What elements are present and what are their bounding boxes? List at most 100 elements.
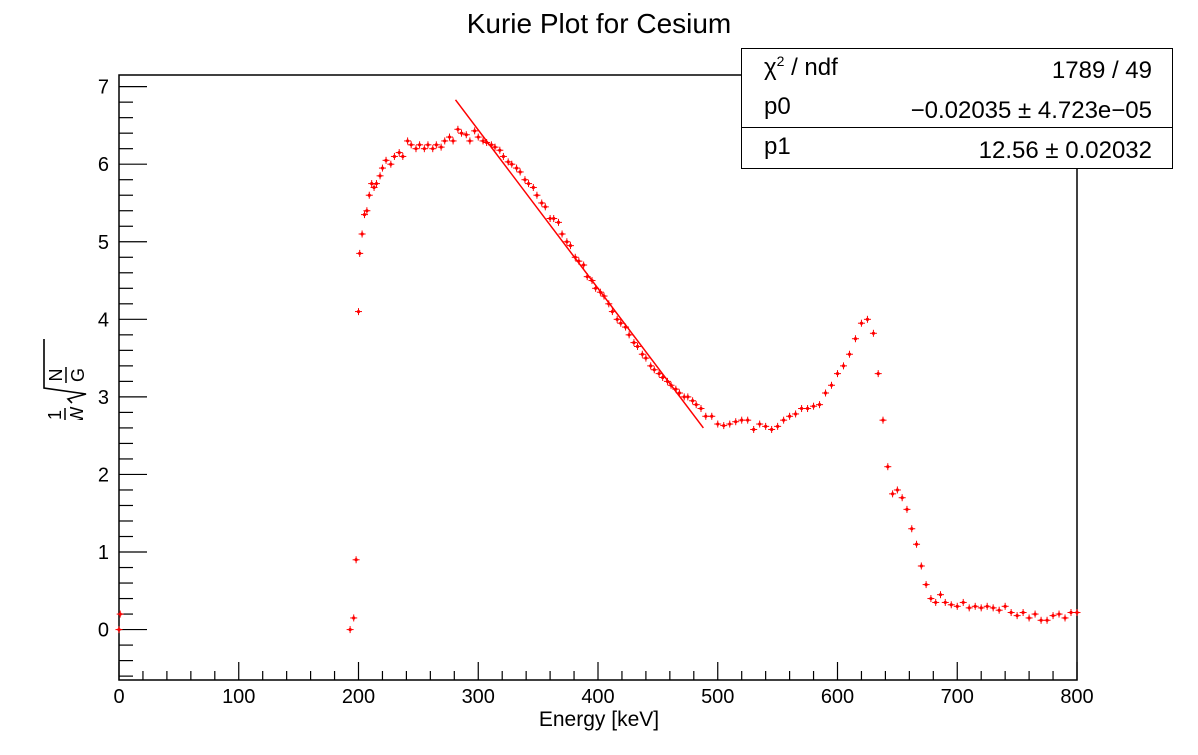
data-point [533,191,541,199]
data-point [903,505,911,513]
data-point [416,141,424,149]
data-point [774,422,782,430]
data-point [474,133,482,141]
data-point [893,486,901,494]
data-point [1025,614,1033,622]
data-point [692,401,700,409]
data-point [642,354,650,362]
y-tick-label: 0 [98,620,109,642]
data-point [995,606,1003,614]
data-point [613,315,621,323]
data-point [462,131,470,139]
x-tick-label: 0 [113,686,124,708]
data-point [863,315,871,323]
fit-line [454,99,704,429]
data-point [1019,609,1027,617]
data-point [1013,612,1021,620]
data-point [479,137,487,145]
y-axis-label: 1 W N G [30,330,120,424]
data-point [898,494,906,502]
data-point [554,218,562,226]
stats-label-p1: p1 [764,133,791,160]
data-point [953,602,961,610]
data-point [744,416,752,424]
data-point [437,143,445,151]
data-point [941,598,949,606]
data-point [634,342,642,350]
data-point [874,370,882,378]
data-point [350,614,358,622]
data-point [420,145,428,153]
data-point [382,156,390,164]
data-point [372,180,380,188]
data-point [457,129,465,137]
data-point [399,152,407,160]
data-point [617,319,625,327]
data-point [513,164,521,172]
x-tick-label: 100 [222,686,255,708]
y-tick-label: 2 [98,464,109,486]
data-point [869,329,877,337]
data-point [726,420,734,428]
data-point [638,350,646,358]
data-point [630,339,638,347]
stats-label-chi2: χ2 / ndf [764,53,838,81]
data-point [355,308,362,316]
data-point [845,350,853,358]
data-point [516,168,524,176]
data-point [977,604,985,612]
data-point [768,425,776,433]
y-label-den1: W [67,407,87,421]
y-tick-label: 5 [98,232,109,254]
stats-label-p0: p0 [764,93,791,120]
data-point [798,405,806,413]
data-point [756,420,764,428]
data-point [390,152,398,160]
x-tick-label: 700 [941,686,974,708]
data-point [714,420,722,428]
stats-value-p1: 12.56 ± 0.02032 [978,137,1152,164]
data-point [466,137,474,145]
data-point [932,598,940,606]
stats-divider [742,127,1172,128]
stats-row-p0: p0 −0.02035 ± 4.723e−05 [742,89,1172,129]
x-tick-label: 800 [1060,686,1093,708]
data-point [702,412,710,420]
data-point [738,416,746,424]
data-point [851,335,859,343]
data-point [750,425,758,433]
data-point [786,412,794,420]
stats-value-p0: −0.02035 ± 4.723e−05 [910,97,1152,124]
data-point [1067,609,1075,617]
stats-row-chi2: χ2 / ndf 1789 / 49 [742,49,1172,89]
data-point [922,581,930,589]
data-point [525,180,533,188]
data-point [650,366,658,374]
data-point [917,562,925,570]
chart-title: Kurie Plot for Cesium [467,8,732,39]
data-point [762,422,770,430]
data-point [412,145,420,153]
data-point [971,602,979,610]
data-point [566,242,574,250]
data-point [1037,616,1045,624]
data-point [529,183,537,191]
data-point [913,540,921,548]
data-point [655,370,663,378]
y-label-den2: G [68,368,88,382]
data-point [1049,612,1057,620]
data-point [720,422,728,430]
data-point [580,261,588,269]
data-point [708,412,716,420]
data-point [541,203,549,211]
data-point [947,601,955,609]
data-point [404,137,412,145]
data-point [454,125,462,133]
data-point [834,370,841,378]
data-point [959,598,967,606]
data-point [625,331,633,339]
x-tick-label: 600 [821,686,854,708]
data-point [804,405,812,413]
data-point [828,381,836,389]
data-point [822,389,830,397]
